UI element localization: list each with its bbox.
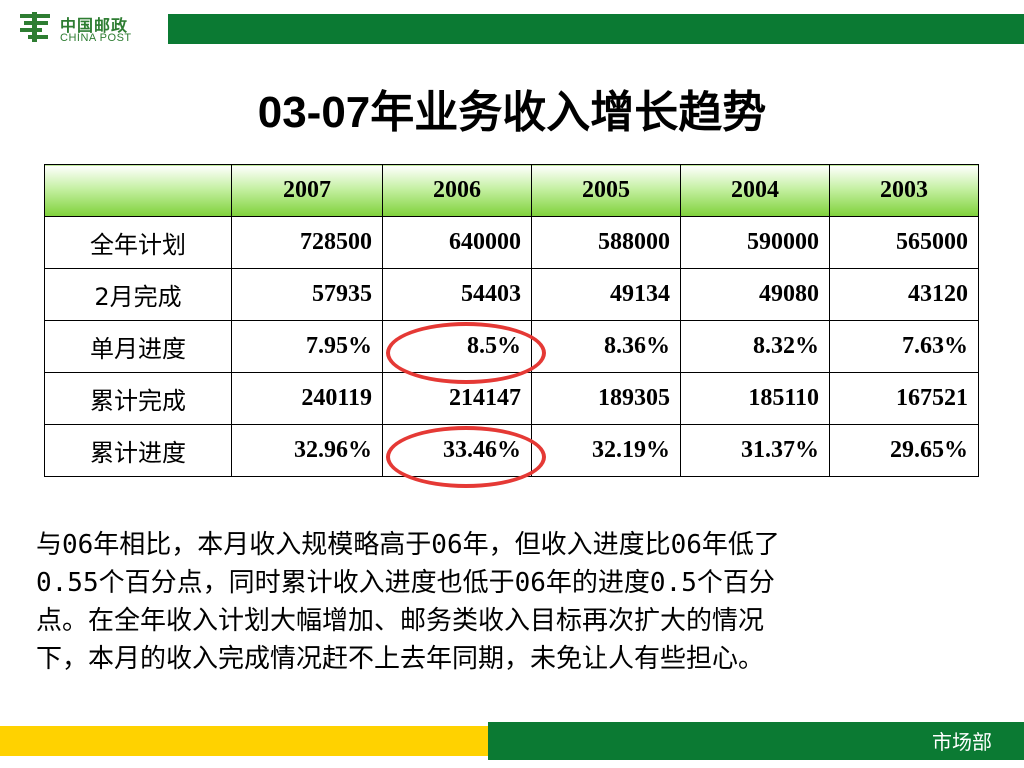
column-header: 2004: [680, 164, 830, 217]
table-row: 2月完成 57935 54403 49134 49080 43120: [44, 268, 979, 321]
commentary-line: 0.55个百分点，同时累计收入进度也低于06年的进度0.5个百分: [36, 568, 775, 598]
table-row: 累计完成 240119 214147 189305 185110 167521: [44, 372, 979, 425]
table-cell: 640000: [382, 216, 532, 269]
column-header: 2007: [231, 164, 383, 217]
column-header: 2003: [829, 164, 979, 217]
row-label: 全年计划: [44, 216, 232, 269]
header-green-bar: [168, 14, 1024, 44]
table-cell: 7.95%: [231, 320, 383, 373]
slide-title: 03-07年业务收入增长趋势: [0, 76, 1024, 140]
table-cell: 32.19%: [531, 424, 681, 477]
logo-chinese-text: 中国邮政: [60, 16, 129, 35]
title-years: 03-07: [257, 88, 371, 137]
china-post-logo: 中国邮政 CHINA POST: [18, 8, 158, 48]
footer-department: 市场部: [932, 730, 992, 754]
table-header-row: 2007 2006 2005 2004 2003: [44, 164, 979, 217]
table-corner-cell: [44, 164, 232, 217]
table-cell: 588000: [531, 216, 681, 269]
row-label: 2月完成: [44, 268, 232, 321]
table-cell: 565000: [829, 216, 979, 269]
table-cell: 49080: [680, 268, 830, 321]
commentary-paragraph: 与06年相比，本月收入规模略高于06年，但收入进度比06年低了 0.55个百分点…: [36, 526, 1002, 678]
commentary-line: 点。在全年收入计划大幅增加、邮务类收入目标再次扩大的情况: [36, 606, 765, 636]
revenue-table: 2007 2006 2005 2004 2003 全年计划 728500 640…: [44, 164, 979, 477]
logo-english-text: CHINA POST: [60, 32, 132, 44]
title-text: 年业务收入增长趋势: [370, 87, 767, 138]
table-cell: 167521: [829, 372, 979, 425]
highlight-circle-cumulative-progress: [386, 426, 546, 488]
table-cell: 728500: [231, 216, 383, 269]
table-cell: 8.36%: [531, 320, 681, 373]
commentary-line: 下，本月的收入完成情况赶不上去年同期，未免让人有些担心。: [36, 644, 765, 674]
row-label: 累计完成: [44, 372, 232, 425]
table-cell: 49134: [531, 268, 681, 321]
table-cell: 189305: [531, 372, 681, 425]
table-cell: 31.37%: [680, 424, 830, 477]
table-cell: 590000: [680, 216, 830, 269]
table-cell: 8.32%: [680, 320, 830, 373]
table-cell: 185110: [680, 372, 830, 425]
footer-yellow-bar: [0, 726, 488, 756]
row-label: 单月进度: [44, 320, 232, 373]
commentary-line: 与06年相比，本月收入规模略高于06年，但收入进度比06年低了: [36, 530, 780, 560]
china-post-emblem-icon: [20, 12, 50, 42]
table-cell: 240119: [231, 372, 383, 425]
table-cell: 43120: [829, 268, 979, 321]
table-cell: 7.63%: [829, 320, 979, 373]
table-cell: 29.65%: [829, 424, 979, 477]
table-cell: 54403: [382, 268, 532, 321]
footer-green-bar: [488, 722, 1024, 760]
row-label: 累计进度: [44, 424, 232, 477]
table-cell: 57935: [231, 268, 383, 321]
column-header: 2005: [531, 164, 681, 217]
table-row: 全年计划 728500 640000 588000 590000 565000: [44, 216, 979, 269]
highlight-circle-monthly-progress: [386, 322, 546, 384]
column-header: 2006: [382, 164, 532, 217]
table-cell: 32.96%: [231, 424, 383, 477]
